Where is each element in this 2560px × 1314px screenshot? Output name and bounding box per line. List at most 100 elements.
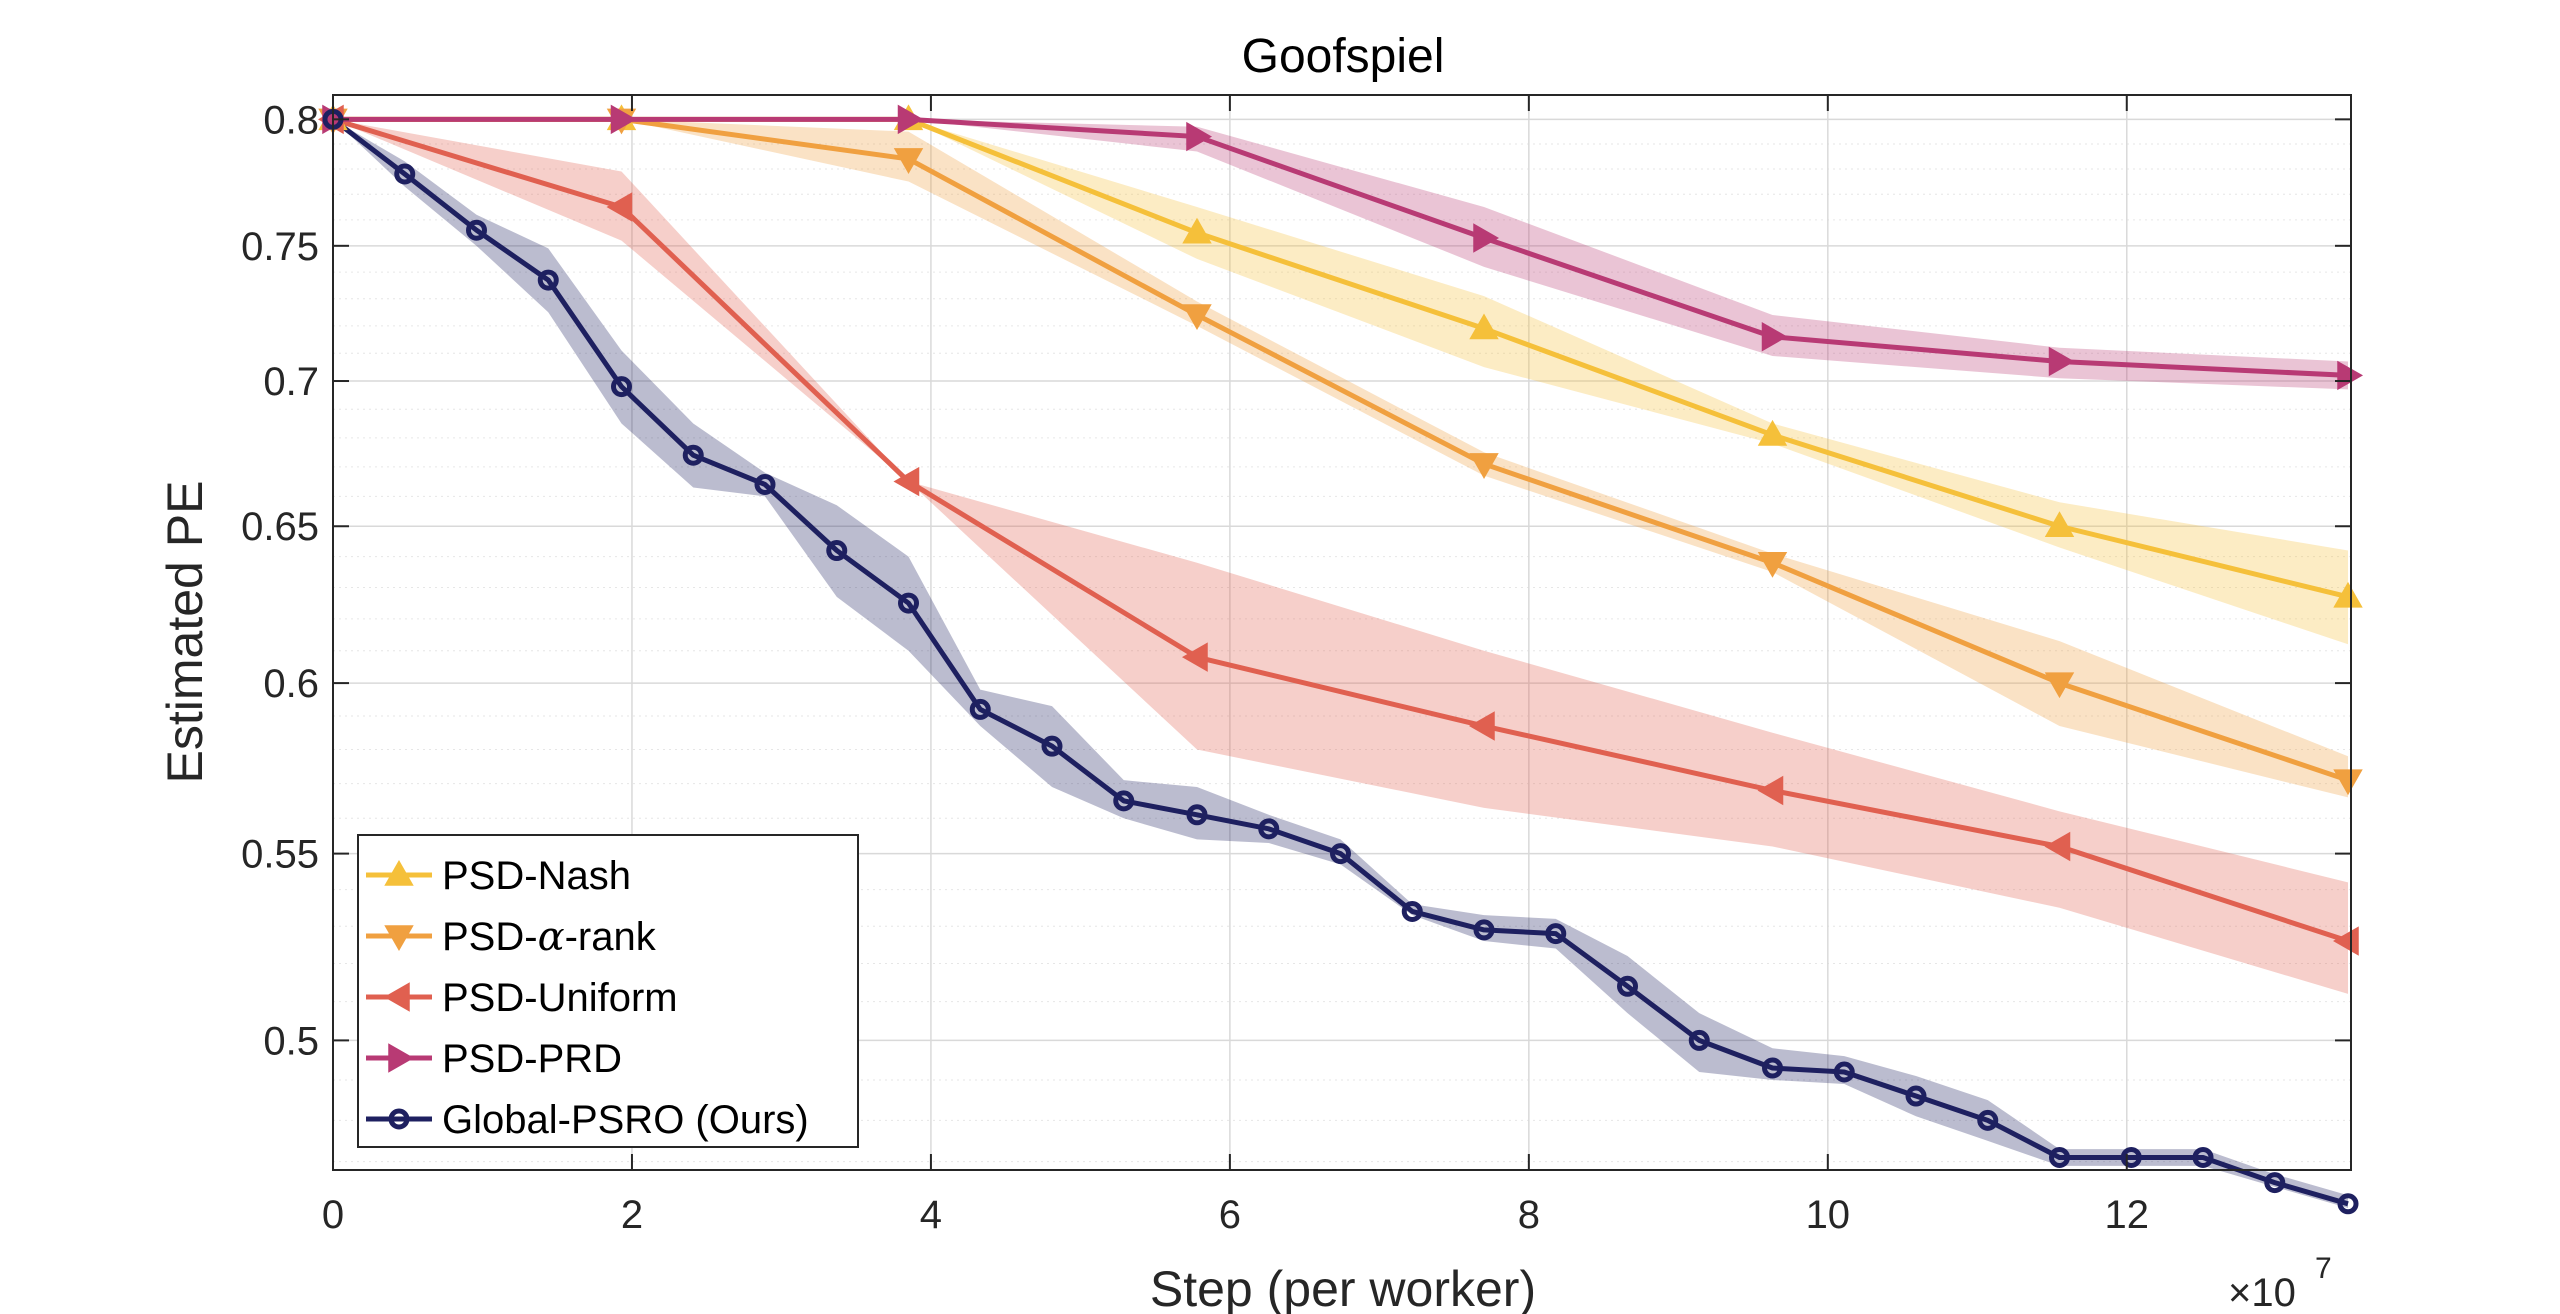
legend-label: PSD-PRD [442, 1037, 622, 1081]
point-global-psro-ours [1186, 804, 1208, 826]
y-tick-label: 0.75 [241, 225, 319, 269]
point-psd-uniform [1181, 642, 1208, 672]
point-psd-uniform [1468, 711, 1495, 741]
y-tick-label: 0.65 [241, 505, 319, 549]
x-tick-label: 4 [920, 1193, 942, 1237]
x-exponent-power: 7 [2315, 1252, 2332, 1285]
x-tick-label: 8 [1518, 1193, 1540, 1237]
point-global-psro-ours [1401, 900, 1423, 922]
point-psd-prd [2048, 346, 2075, 377]
x-tick-label: 6 [1219, 1193, 1241, 1237]
point-psd-rank [1757, 552, 1788, 578]
axis-ticks: 0.5 0.55 0.6 0.65 0.7 0.75 0.8 0 2 4 6 8 10 12 [241, 95, 2351, 1237]
point-psd-nash [1182, 217, 1212, 244]
point-psd-uniform [893, 466, 920, 497]
legend-marker [388, 1108, 410, 1130]
point-global-psro-ours [2264, 1172, 2286, 1194]
legend-item-psd-rank: PSD-α-rank [366, 914, 657, 960]
point-global-psro-ours [898, 592, 920, 614]
x-tick-label: 0 [322, 1193, 344, 1237]
y-axis-label: Estimated PE [157, 481, 213, 784]
point-psd-prd [1186, 121, 1213, 152]
y-tick-label: 0.5 [263, 1019, 319, 1063]
point-psd-rank [2333, 769, 2363, 796]
point-psd-rank [893, 148, 924, 174]
legend-marker [384, 859, 414, 886]
band-psd-uniform [333, 119, 2349, 994]
point-global-psro-ours [2120, 1146, 2142, 1168]
point-psd-prd [1473, 223, 1500, 253]
y-tick-label: 0.7 [263, 360, 319, 404]
point-global-psro-ours [394, 163, 416, 185]
y-tick-label: 0.8 [263, 98, 319, 142]
legend-item-psd-nash: PSD-Nash [366, 854, 631, 898]
series-markers [317, 104, 2364, 1215]
x-tick-label: 2 [621, 1193, 643, 1237]
line-psd-prd [333, 116, 2349, 378]
point-global-psro-ours [2337, 1193, 2359, 1215]
point-psd-nash [1757, 419, 1788, 446]
point-global-psro-ours [969, 698, 991, 720]
series-lines [331, 116, 2349, 1207]
y-tick-label: 0.6 [263, 662, 319, 706]
point-global-psro-ours [610, 376, 632, 398]
legend-marker [388, 1043, 415, 1073]
x-tick-label: 10 [1806, 1193, 1851, 1237]
line-psd-rank [333, 116, 2349, 783]
point-psd-rank [1182, 304, 1212, 330]
legend-box [357, 834, 859, 1148]
x-tick-label: 12 [2105, 1193, 2150, 1237]
legend-label: PSD-α-rank [442, 914, 657, 960]
legend: PSD-Nash PSD-α-rank PSD-Uniform PSD-PRD Glob… [357, 834, 859, 1148]
point-global-psro-ours [1688, 1029, 1710, 1051]
legend-item-global-psro-ours: Global-PSRO (Ours) [366, 1098, 809, 1142]
chart-title: Goofspiel [1242, 30, 1445, 83]
point-psd-prd [1761, 322, 1788, 352]
point-psd-nash [2333, 581, 2363, 608]
point-psd-nash [1469, 313, 1499, 340]
point-global-psro-ours [1905, 1085, 1927, 1107]
point-global-psro-ours [1762, 1057, 1784, 1079]
legend-label: Global-PSRO (Ours) [442, 1098, 809, 1142]
point-global-psro-ours [1113, 790, 1135, 812]
point-psd-rank [1469, 453, 1499, 479]
legend-item-psd-prd: PSD-PRD [366, 1037, 622, 1081]
legend-label: PSD-Nash [442, 854, 631, 898]
point-global-psro-ours [1473, 919, 1495, 941]
point-psd-prd [897, 104, 924, 135]
point-psd-uniform [2044, 831, 2071, 862]
line-global-psro-ours [331, 117, 2349, 1207]
point-global-psro-ours [1977, 1109, 1999, 1131]
line-psd-uniform [332, 116, 2349, 944]
point-global-psro-ours [2192, 1146, 2214, 1168]
point-psd-prd [610, 104, 637, 135]
point-psd-rank [2044, 672, 2075, 699]
point-global-psro-ours [1545, 923, 1567, 945]
point-psd-uniform [606, 192, 633, 222]
point-psd-uniform [2332, 926, 2359, 956]
confidence-bands [333, 119, 2349, 1209]
point-global-psro-ours [826, 540, 848, 562]
point-global-psro-ours [1330, 843, 1352, 865]
legend-label: PSD-Uniform [442, 976, 678, 1020]
legend-item-psd-uniform: PSD-Uniform [366, 976, 678, 1020]
band-psd-prd [333, 119, 2349, 390]
point-global-psro-ours [754, 473, 776, 495]
point-psd-nash [2044, 511, 2075, 537]
x-axis-label: Step (per worker) [1150, 1261, 1536, 1314]
y-tick-label: 0.55 [241, 833, 319, 877]
band-psd-rank [333, 119, 2349, 798]
point-global-psro-ours [1617, 975, 1639, 997]
x-exponent-base: ×10 [2228, 1271, 2296, 1314]
point-global-psro-ours [1833, 1061, 1855, 1083]
point-global-psro-ours [2049, 1146, 2071, 1168]
x-exponent: ×10 7 [2228, 1252, 2332, 1314]
point-global-psro-ours [1041, 735, 1063, 757]
plot-frame [332, 94, 2352, 1171]
point-global-psro-ours [682, 444, 704, 466]
point-psd-uniform [1757, 775, 1784, 806]
point-global-psro-ours [466, 219, 488, 241]
point-global-psro-ours [537, 269, 559, 291]
point-global-psro-ours [1258, 818, 1280, 840]
